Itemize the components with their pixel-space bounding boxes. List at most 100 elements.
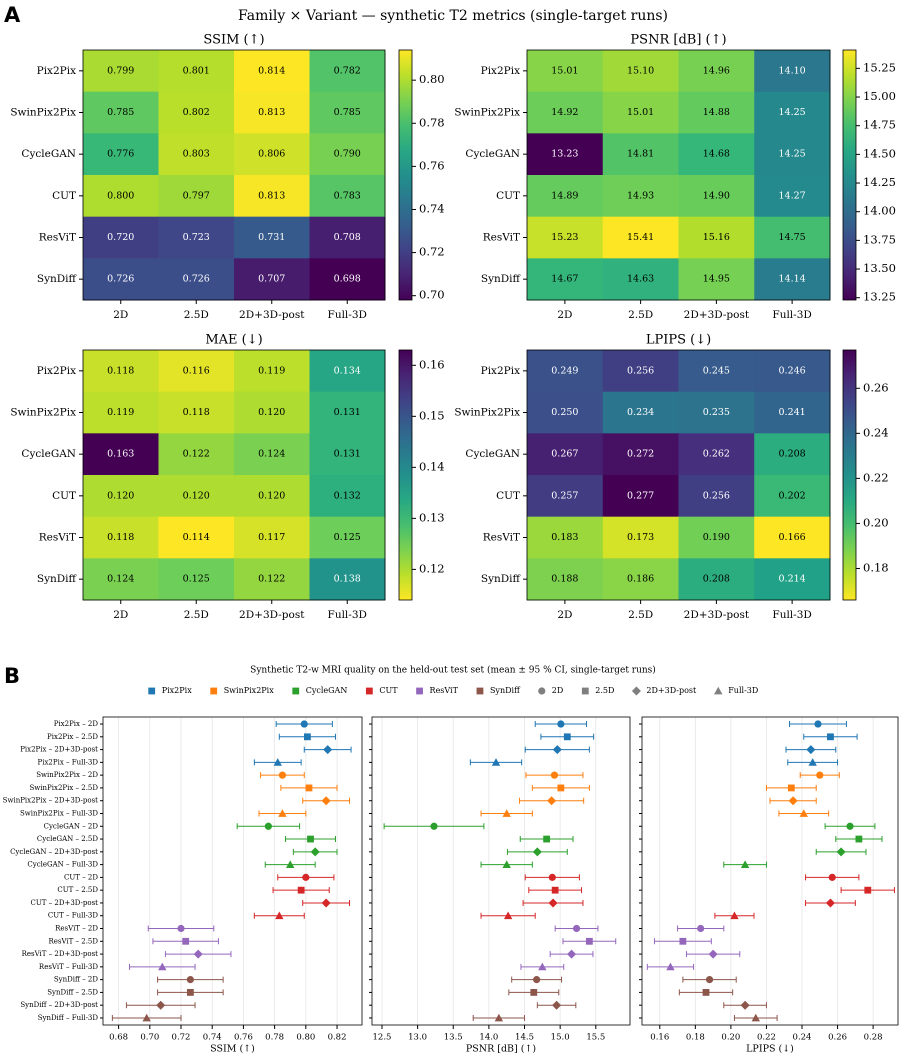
point [864, 886, 872, 894]
row-label: SwinPix2Pix [10, 107, 76, 119]
point [666, 962, 675, 971]
row-label: CUT – 2D+3D-post [31, 899, 99, 907]
legend-marker [581, 687, 589, 695]
heatmap-cell [602, 516, 679, 559]
row-label: Pix2Pix [481, 65, 520, 77]
cell-label: 0.134 [334, 365, 361, 376]
row-label: CycleGAN – 2D [44, 822, 99, 830]
cell-label: 0.245 [703, 365, 730, 376]
cell-label: 0.814 [258, 65, 285, 76]
point [300, 720, 308, 728]
heatmap-cell [527, 216, 604, 259]
heatmap-cell [754, 475, 831, 518]
heatmap-cell [678, 258, 755, 301]
colorbar-tick-label: 15.00 [863, 89, 896, 103]
cell-label: 0.256 [703, 490, 730, 501]
column-label: 2D [557, 309, 572, 321]
heatmap-cell [83, 558, 159, 601]
row-label: SwinPix2Pix – 2D [36, 771, 98, 779]
heatmap-cell [602, 475, 679, 518]
cell-label: 0.267 [551, 449, 578, 460]
cell-label: 0.214 [779, 574, 806, 585]
cell-label: 15.41 [627, 232, 654, 243]
point [538, 962, 547, 971]
row-label: Pix2Pix – 2D [54, 720, 99, 728]
point [533, 976, 541, 984]
colorbar-tick-label: 0.12 [419, 561, 445, 575]
heatmap-cell [754, 516, 831, 559]
heatmap-cell [83, 216, 159, 259]
heatmap-cell [83, 433, 159, 476]
heatmap-cell [234, 258, 310, 301]
cell-label: 0.132 [334, 490, 361, 501]
cell-label: 0.125 [183, 574, 210, 585]
heatmap-cell [309, 475, 386, 518]
point [548, 898, 558, 908]
heatmap-title: MAE (↓) [205, 333, 262, 348]
x-tick-label: 0.72 [172, 1033, 191, 1043]
heatmap-cell [158, 475, 235, 518]
legend-label: Full-3D [728, 686, 758, 695]
point [788, 796, 798, 806]
heatmap-cell [754, 558, 831, 601]
point [846, 822, 854, 830]
point [679, 937, 687, 945]
cell-label: 0.235 [703, 407, 730, 418]
x-axis-label: LPIPS (↓) [746, 1044, 794, 1055]
cell-label: 0.803 [183, 149, 210, 160]
x-tick-label: 0.70 [140, 1033, 159, 1043]
heatmap-cell [309, 216, 386, 259]
heatmap-cell [527, 350, 604, 393]
column-label: 2.5D [184, 309, 209, 321]
heatmap-cell [234, 216, 310, 259]
heatmap-title: PSNR [dB] (↑) [630, 33, 726, 48]
point [502, 860, 511, 869]
heatmap-cell [602, 350, 679, 393]
point [543, 835, 551, 843]
colorbar-tick-label: 0.76 [419, 158, 445, 172]
row-label: SwinPix2Pix – Full-3D [20, 809, 98, 817]
row-label: SynDiff – 2D+3D-post [20, 1001, 98, 1009]
x-tick-label: 0.82 [328, 1033, 347, 1043]
cell-label: 0.726 [183, 274, 210, 285]
point [572, 924, 581, 933]
column-label: 2D+3D-post [239, 309, 305, 321]
colorbar-tick-label: 14.00 [863, 204, 896, 218]
column-label: 2D+3D-post [684, 609, 750, 621]
colorbar-tick-label: 0.70 [419, 288, 445, 302]
cell-label: 0.785 [334, 107, 361, 118]
point [557, 784, 565, 792]
heatmap-cell [158, 391, 235, 434]
heatmap-cell [678, 516, 755, 559]
cell-label: 15.10 [627, 65, 654, 76]
cell-label: 0.202 [779, 490, 806, 501]
colorbar-tick-label: 0.80 [419, 72, 445, 86]
cell-label: 0.173 [627, 532, 654, 543]
point [275, 911, 284, 920]
heatmap-cell [83, 350, 159, 393]
heatmap-cell [234, 133, 310, 176]
colorbar-tick-label: 0.13 [419, 510, 445, 524]
heatmap-cell [158, 133, 235, 176]
cell-label: 0.119 [107, 407, 134, 418]
heatmap-cell [158, 433, 235, 476]
legend-marker [292, 687, 300, 695]
point [323, 745, 333, 755]
cell-label: 0.800 [107, 190, 134, 201]
heatmap-cell [158, 516, 235, 559]
heatmap-cell [678, 133, 755, 176]
row-label: Pix2Pix – 2D+3D-post [20, 746, 98, 754]
heatmap-cell [83, 516, 159, 559]
heatmap-cell [309, 350, 386, 393]
row-label: CUT – Full-3D [48, 912, 99, 920]
column-label: 2.5D [628, 309, 653, 321]
row-label: CycleGAN [21, 148, 76, 160]
colorbar-tick-label: 0.18 [863, 560, 889, 574]
frame [526, 349, 831, 601]
legend-marker [631, 686, 641, 696]
legend-marker [538, 687, 546, 695]
row-label: CycleGAN [21, 448, 76, 460]
cell-label: 0.783 [334, 190, 361, 201]
cell-label: 0.790 [334, 149, 361, 160]
